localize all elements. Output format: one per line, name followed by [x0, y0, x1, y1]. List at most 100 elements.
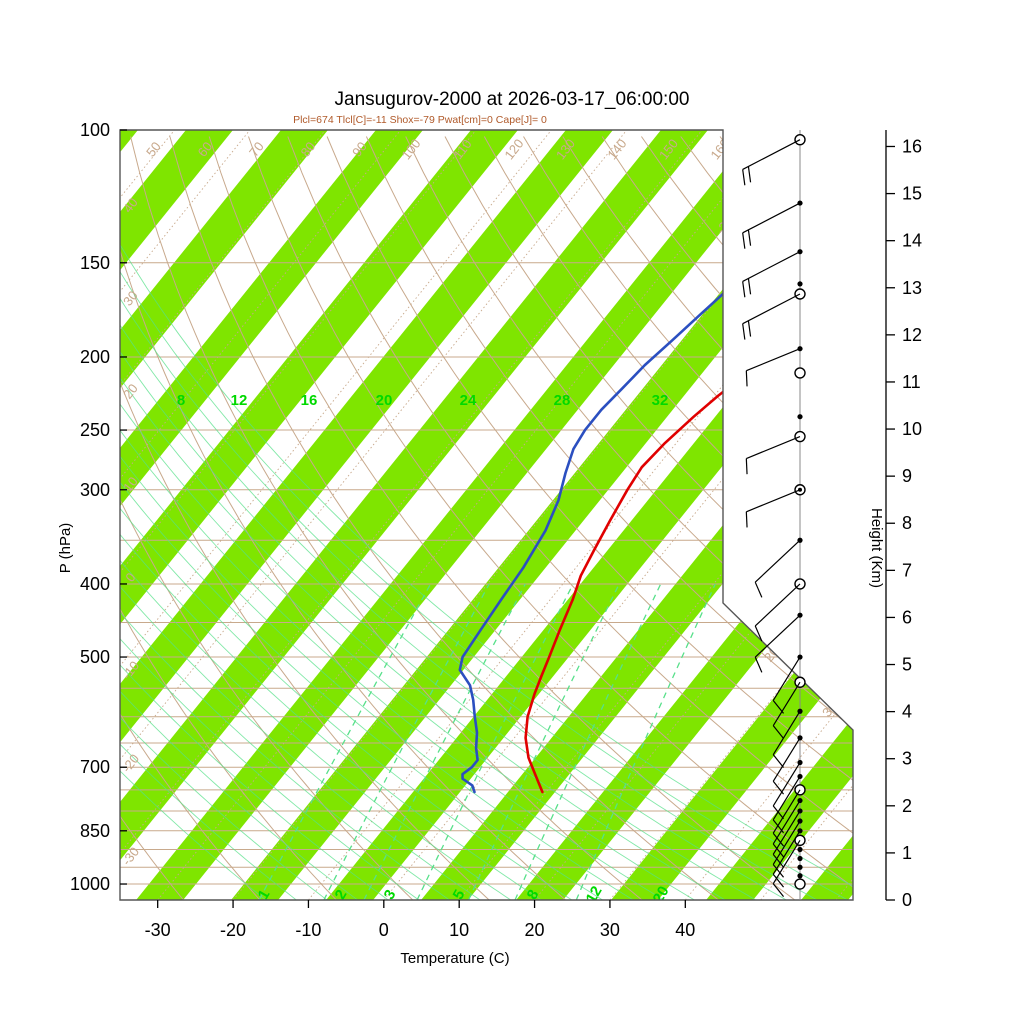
plot-frame: [119, 129, 854, 901]
moist-adiabat: [120, 136, 420, 900]
moist-adiabat: [120, 136, 481, 900]
pressure-tick-label: 700: [80, 757, 110, 777]
wind-barb: [772, 839, 801, 897]
wind-barb: [772, 737, 801, 795]
dry-adiabat: [287, 136, 853, 900]
mixing-ratio-line: [514, 583, 662, 900]
height-tick-label: 2: [902, 796, 912, 816]
dry-adiabat: [169, 136, 719, 900]
height-tick-label: 12: [902, 325, 922, 345]
temperature-axis: -30 -20 -10 0 10 20 30 40: [145, 900, 695, 940]
height-tick-label: 15: [902, 184, 922, 204]
theta-e-label: 12: [231, 392, 248, 409]
dry-adiabat: [120, 136, 184, 900]
height-tick-label: 10: [902, 419, 922, 439]
dry-adiabat: [483, 136, 853, 900]
height-tick-label: 3: [902, 749, 912, 769]
pressure-tick-label: 1000: [70, 874, 110, 894]
dry-adiabat: [248, 136, 853, 900]
wind-barb: [772, 762, 801, 820]
wind-level-marker: [797, 873, 803, 879]
wind-barb: [754, 583, 801, 642]
height-tick-label: 6: [902, 607, 912, 627]
height-tick-label: 4: [902, 702, 912, 722]
moist-adiabat: [120, 136, 787, 900]
height-tick-label: 1: [902, 843, 912, 863]
dry-adiabat: [405, 136, 853, 900]
wind-barb: [745, 489, 801, 528]
wind-barb: [742, 139, 801, 186]
theta-e-label: 32: [652, 392, 669, 409]
height-tick-label: 0: [902, 890, 912, 910]
wind-barb: [742, 251, 801, 298]
moist-adiabat: [120, 136, 573, 900]
indices-subtitle: Plcl=674 Tlcl[C]=-11 Shox=-79 Pwat[cm]=0…: [293, 114, 547, 126]
height-axis-title: Height (Km): [868, 508, 885, 588]
moist-adiabat: [120, 136, 297, 900]
temperature-axis-title: Temperature (C): [400, 950, 509, 967]
mixing-ratio-line: [468, 583, 620, 900]
wind-barb: [772, 710, 801, 768]
theta-e-label: 24: [460, 392, 477, 409]
isotherm: [534, 130, 853, 900]
height-tick-label: 14: [902, 231, 922, 251]
height-tick-label: 11: [902, 372, 921, 392]
isotherm: [157, 130, 778, 900]
wind-barb-panel: [742, 130, 806, 900]
pressure-tick-label: 300: [80, 480, 110, 500]
theta-e-label: 16: [301, 392, 318, 409]
wind-level-marker: [797, 281, 803, 287]
dry-adiabat: [444, 136, 853, 900]
wind-barb: [772, 776, 801, 834]
temperature-tick-label: -10: [295, 920, 321, 940]
dry-adiabat: [326, 136, 853, 900]
page-title: Jansugurov-2000 at 2026-03-17_06:00:00: [335, 89, 690, 110]
mixing-ratio-line: [416, 583, 574, 900]
wind-barb: [772, 830, 801, 888]
mixing-ratio-line: [363, 583, 526, 900]
temperature-tick-label: 30: [600, 920, 620, 940]
wind-barb: [742, 293, 801, 340]
mixing-ratio-line: [575, 583, 716, 900]
moist-adiabat-lines: [120, 136, 853, 900]
shade-band: [120, 130, 725, 900]
pressure-tick-label: 150: [80, 253, 110, 273]
height-tick-label: 9: [902, 466, 912, 486]
moist-adiabat: [120, 136, 818, 900]
pressure-tick-label: 250: [80, 420, 110, 440]
wind-barb: [754, 614, 801, 673]
wind-barb: [742, 202, 801, 249]
shade-band: [120, 130, 630, 900]
pressure-axis: 100 150 200 250 300 400 500 700 850 1000: [70, 120, 127, 894]
mixing-ratio-line: [258, 583, 432, 900]
wind-level-marker: [797, 855, 803, 862]
moist-adiabat: [120, 136, 542, 900]
shade-band: [595, 130, 853, 900]
isotherm: [684, 130, 853, 900]
moist-adiabat: [120, 136, 848, 900]
moist-adiabat: [120, 136, 266, 900]
pressure-tick-label: 100: [80, 120, 110, 140]
height-tick-label: 16: [902, 136, 922, 156]
theta-e-label: 8: [177, 392, 185, 409]
wind-barb: [754, 539, 801, 598]
dry-adiabat: [120, 136, 414, 900]
pressure-tick-label: 500: [80, 647, 110, 667]
wind-level-marker: [797, 249, 803, 255]
wind-level-marker: [794, 367, 806, 379]
moist-adiabat: [120, 136, 450, 900]
moist-adiabat: [120, 136, 726, 900]
temperature-curve: [524, 141, 853, 794]
pressure-tick-label: 400: [80, 574, 110, 594]
dry-adiabat: [120, 136, 261, 900]
moist-adiabat: [120, 136, 511, 900]
temperature-tick-label: 20: [525, 920, 545, 940]
wind-barb: [745, 348, 801, 387]
isotherm: [383, 130, 853, 900]
wind-level-marker: [797, 846, 803, 853]
wind-level-marker: [797, 414, 803, 420]
height-tick-label: 8: [902, 513, 912, 533]
